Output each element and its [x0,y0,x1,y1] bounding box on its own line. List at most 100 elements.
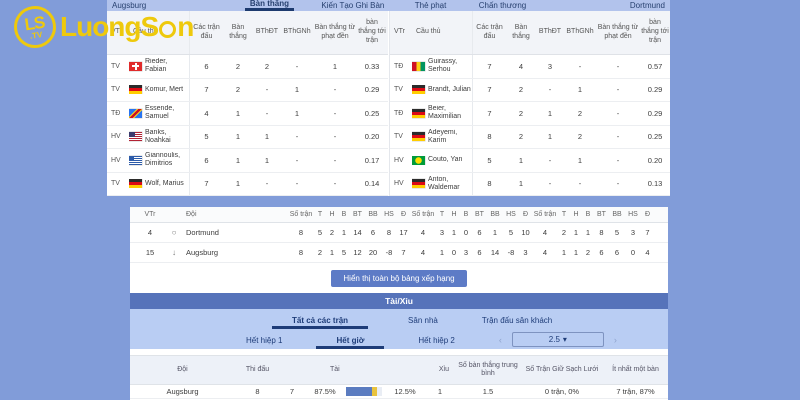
tab-all-matches[interactable]: Tất cả các trận [272,316,369,329]
show-full-standings-button[interactable]: Hiển thị toàn bộ bảng xếp hạng [331,269,467,287]
tab-full-time[interactable]: Hết giờ [316,336,385,349]
stat: 1 [573,228,579,237]
stat: 5 [341,248,347,257]
stat: 8 [386,228,392,237]
stat-per-match: 0.13 [647,179,663,189]
line-prev-arrow[interactable]: ‹ [498,334,502,345]
tab-injuries[interactable]: Chấn thương [478,1,527,10]
col-bthdt: BThĐT [538,28,562,36]
over-percent: 87.5% [314,387,336,396]
tab-team-dortmund[interactable]: Dortmund [629,1,665,10]
tab-second-half[interactable]: Hết hiệp 2 [418,336,455,345]
col-goals-per-match: bàn thắng tới trận [641,19,669,44]
taixiu-row-augsburg[interactable]: Augsburg 8 7 87.5% 12.5% 1 1.5 0 trận, 0… [130,385,668,399]
stat-per-match: 0.29 [647,85,663,95]
col-gf: BT [353,211,362,218]
position-label: TV [111,86,120,94]
col-goals-per-match: bàn thắng tới trận [358,19,386,44]
stat-bthdt: - [548,179,552,189]
stat-matches: 6 [189,149,223,172]
stat-per-match: 0.29 [647,108,663,118]
over-bar-segment [346,387,372,396]
tab-first-half[interactable]: Hết hiệp 1 [246,336,283,345]
stat: 8 [298,248,304,257]
stat: 6 [477,228,482,237]
position-label: TĐ [111,109,121,117]
col-matches-home: Số trận [411,211,435,218]
flag-germany-icon [412,132,425,142]
tab-cards[interactable]: Thẻ phạt [414,1,447,10]
tab-away[interactable]: Trận đấu sân khách [481,316,553,325]
col-d: H [451,211,457,218]
player-row[interactable]: HV Banks, Noahkai 5 1 1 - - 0.20 [107,125,388,149]
player-row[interactable]: TV Wolf, Marius 7 1 - - - 0.14 [107,172,388,196]
tab-home[interactable]: Sân nhà [408,316,438,325]
tab-team-augsburg[interactable]: Augsburg [112,1,147,10]
stat: 3 [439,228,445,237]
player-row[interactable]: TV Brandt, Julian 7 2 - 1 - 0.29 [390,78,670,102]
position-label: TV [111,62,120,70]
stat-matches: 5 [472,149,506,172]
over-under-bar [346,387,382,396]
team-name: Dortmund [186,228,219,237]
matches-played: 8 [255,387,260,396]
position-label: HV [111,156,121,164]
stat-per-match: 0.14 [364,179,380,189]
col-pts: Đ [644,211,651,218]
stat-goals: 2 [518,108,524,118]
stat-bthdt: 1 [264,132,270,142]
stat-penalty: - [616,179,620,189]
col-at-least-one-goal: Ít nhất một bàn [612,365,659,373]
player-row[interactable]: TV Adeyemi, Karim 8 2 1 2 - 0.25 [390,125,670,149]
stat: 0 [630,248,636,257]
stat-penalty: - [616,61,620,71]
stat-matches: 4 [189,102,223,125]
stat: 4 [645,248,650,257]
table-header: VTr Cầu thủ Các trận đấu Bàn thắng BThĐT… [107,11,388,55]
col-team: Đội [177,365,188,373]
clean-sheets: 0 trận, 0% [544,387,580,396]
chevron-down-icon: ▾ [562,335,567,344]
player-row[interactable]: HV Giannoulis, Dimitrios 6 1 1 - - 0.17 [107,149,388,173]
col-w: T [317,211,323,218]
tab-assists[interactable]: Kiến Tạo Ghi Bàn [321,1,385,10]
player-row[interactable]: TĐ Essende, Samuel 4 1 - 1 - 0.25 [107,102,388,126]
player-row[interactable]: TĐ Guirassy, Serhou 7 4 3 - - 0.57 [390,55,670,79]
position-label: TV [394,86,403,94]
player-row[interactable]: HV Couto, Yan 5 1 - 1 - 0.20 [390,149,670,173]
stat-bthdt: - [548,85,552,95]
stat-penalty: - [616,108,620,118]
stat-goals: 4 [518,61,524,71]
player-row[interactable]: TĐ Beier, Maximilian 7 2 1 2 - 0.29 [390,102,670,126]
team-name: Augsburg [186,248,219,257]
position-label: HV [111,133,121,141]
col-penalty-goals: Bàn thắng từ phạt đền [597,23,639,40]
stat-bthdt: - [265,179,269,189]
stat-goals: 1 [518,179,524,189]
col-played: Thi đấu [245,365,270,373]
player-name: Guirassy, Serhou [428,58,458,74]
player-name: Brandt, Julian [428,85,471,93]
col-avg-goals: Số bàn thắng trung bình [458,361,518,377]
stat-penalty: - [616,85,620,95]
stat-matches: 5 [189,125,223,148]
logo-wordmark: LuongS n [60,11,194,43]
rank: 15 [145,248,155,257]
stat-bthdt: - [265,85,269,95]
col-matches: Số trận [289,211,313,218]
player-row[interactable]: TV Rieder, Fabian 6 2 2 - 1 0.33 [107,55,388,79]
player-row[interactable]: TV Komur, Mert 7 2 - 1 - 0.29 [107,78,388,102]
col-team: Đội [186,211,197,218]
stat: 2 [585,248,591,257]
line-next-arrow[interactable]: › [613,334,617,345]
player-stats-panel: Augsburg Bàn thắng Kiến Tạo Ghi Bàn Thẻ … [107,0,670,196]
league-table-header: VTr Đội Số trận T H B BT BB HS Đ Số trận T H B BT BB… [130,207,668,223]
player-row[interactable]: HV Anton, Waldemar 8 1 - - - 0.13 [390,172,670,196]
stat-bthgnh: - [295,179,299,189]
goal-line-dropdown[interactable]: 2.5 ▾ [511,332,604,347]
position-label: TV [394,133,403,141]
col-bthgnh: BThGNh [566,28,594,36]
tab-goals[interactable]: Bàn thắng [244,0,294,11]
